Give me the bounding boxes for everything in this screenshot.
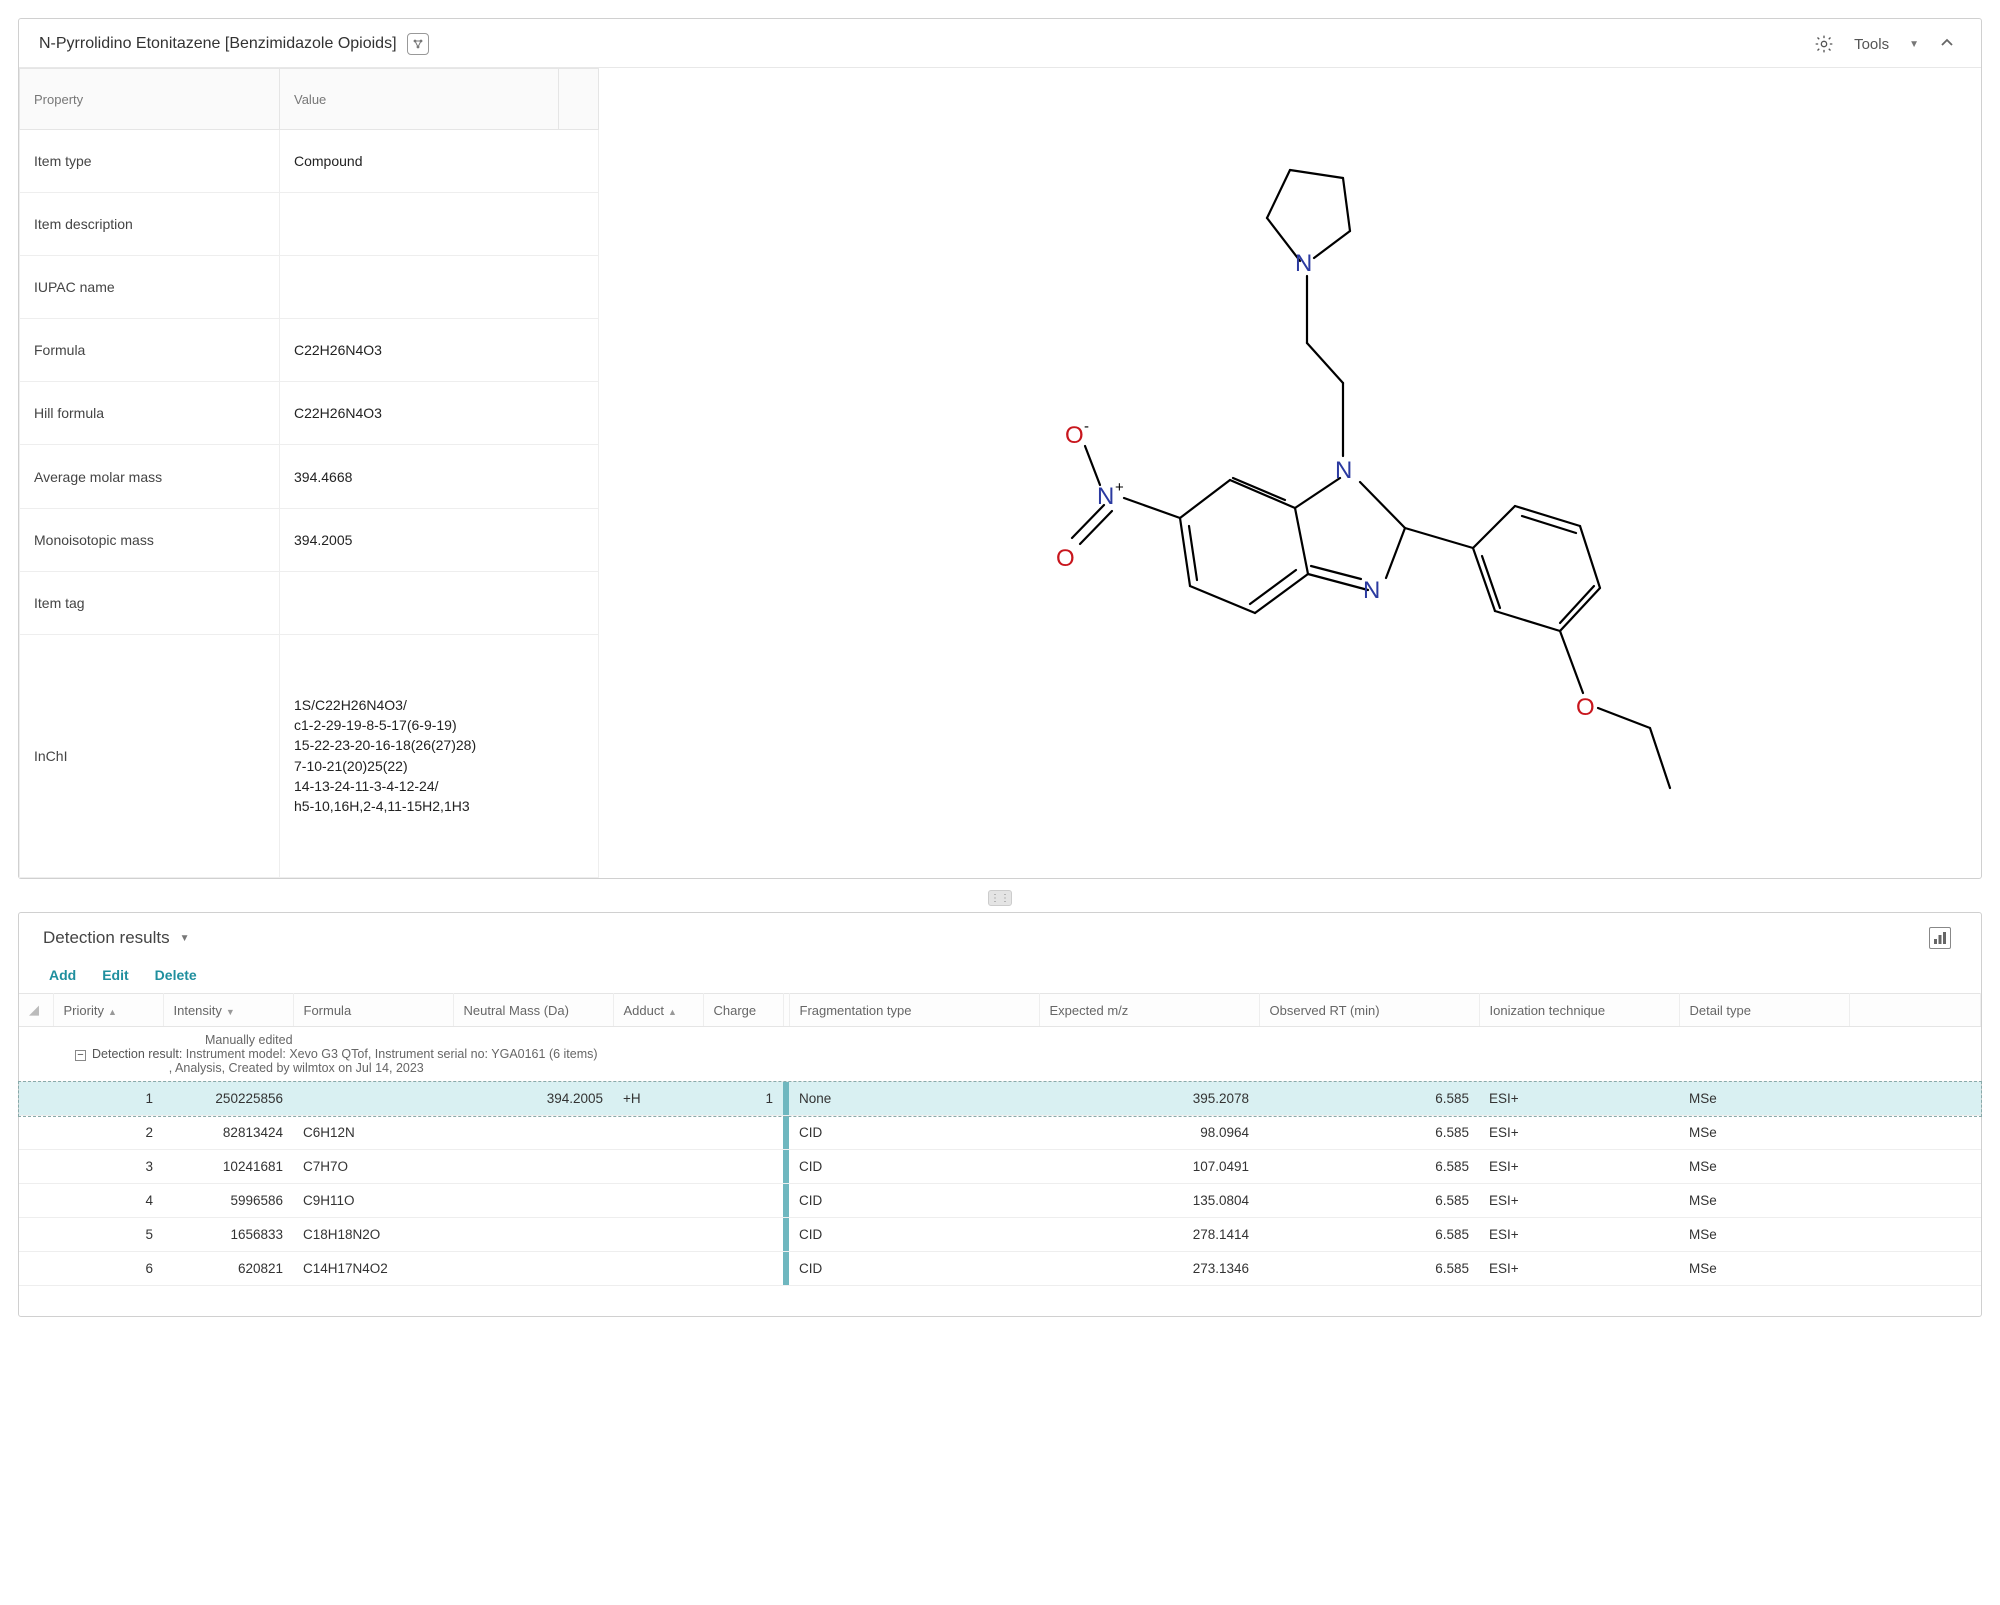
col-intensity[interactable]: Intensity▼ [163, 994, 293, 1027]
properties-table: Property Value Item typeCompound Item de… [19, 68, 599, 878]
table-row[interactable]: 310241681C7H7OCID107.04916.585ESI+MSe [19, 1150, 1981, 1184]
detection-panel: Detection results ▼ Add Edit Delete ◢ Pr… [18, 912, 1982, 1317]
svg-text:+: + [1115, 479, 1124, 496]
group-row[interactable]: Manually edited−Detection result: Instru… [19, 1027, 1981, 1082]
svg-text:O: O [1065, 422, 1084, 449]
inchi-value: 1S/C22H26N4O3/ c1-2-29-19-8-5-17(6-9-19)… [280, 634, 599, 877]
col-priority[interactable]: Priority▲ [53, 994, 163, 1027]
prop-key: Item type [20, 130, 280, 193]
delete-button[interactable]: Delete [155, 967, 197, 983]
svg-text:N: N [1363, 577, 1380, 604]
add-button[interactable]: Add [49, 967, 76, 983]
svg-text:N: N [1335, 457, 1352, 484]
compound-title: N-Pyrrolidino Etonitazene [Benzimidazole… [39, 35, 397, 53]
svg-text:O: O [1576, 694, 1595, 721]
edit-button[interactable]: Edit [102, 967, 128, 983]
col-charge[interactable]: Charge [703, 994, 783, 1027]
prop-val: Compound [280, 130, 599, 193]
detection-title: Detection results [43, 928, 170, 948]
tools-chevron-down-icon[interactable]: ▼ [1909, 39, 1919, 50]
compound-panel: N-Pyrrolidino Etonitazene [Benzimidazole… [18, 18, 1982, 879]
col-nmass[interactable]: Neutral Mass (Da) [453, 994, 613, 1027]
molecule-icon [407, 33, 429, 55]
table-row[interactable]: 51656833C18H18N2OCID278.14146.585ESI+MSe [19, 1218, 1981, 1252]
collapse-chevron-up-icon[interactable] [1939, 35, 1955, 54]
col-frag[interactable]: Fragmentation type [789, 994, 1039, 1027]
detection-grid[interactable]: ◢ Priority▲ Intensity▼ Formula Neutral M… [19, 993, 1981, 1286]
table-row[interactable]: 282813424C6H12NCID98.09646.585ESI+MSe [19, 1116, 1981, 1150]
gear-icon[interactable] [1814, 34, 1834, 54]
svg-text:N: N [1097, 483, 1114, 510]
col-rt[interactable]: Observed RT (min) [1259, 994, 1479, 1027]
detection-actions: Add Edit Delete [19, 959, 1981, 993]
col-value: Value [280, 69, 559, 130]
svg-text:N: N [1295, 250, 1312, 277]
detection-chevron-down-icon[interactable]: ▼ [180, 933, 190, 944]
structure-diagram: N N N N + O - O O [599, 68, 1981, 878]
svg-text:O: O [1056, 545, 1075, 572]
split-handle[interactable]: ⋮⋮ [18, 890, 1982, 906]
col-ion[interactable]: Ionization technique [1479, 994, 1679, 1027]
col-property: Property [20, 69, 280, 130]
grid-header-row[interactable]: ◢ Priority▲ Intensity▼ Formula Neutral M… [19, 994, 1981, 1027]
chart-icon[interactable] [1929, 927, 1951, 949]
svg-text:-: - [1084, 418, 1089, 435]
table-row[interactable]: 45996586C9H11OCID135.08046.585ESI+MSe [19, 1184, 1981, 1218]
col-formula[interactable]: Formula [293, 994, 453, 1027]
tools-button[interactable]: Tools [1854, 36, 1889, 53]
col-mz[interactable]: Expected m/z [1039, 994, 1259, 1027]
table-row[interactable]: 1250225856394.2005+H1None395.20786.585ES… [19, 1082, 1981, 1116]
col-detail[interactable]: Detail type [1679, 994, 1849, 1027]
table-row[interactable]: 6620821C14H17N4O2CID273.13466.585ESI+MSe [19, 1252, 1981, 1286]
compound-header: N-Pyrrolidino Etonitazene [Benzimidazole… [19, 19, 1981, 68]
row-marker-header: ◢ [19, 994, 53, 1027]
col-adduct[interactable]: Adduct▲ [613, 994, 703, 1027]
